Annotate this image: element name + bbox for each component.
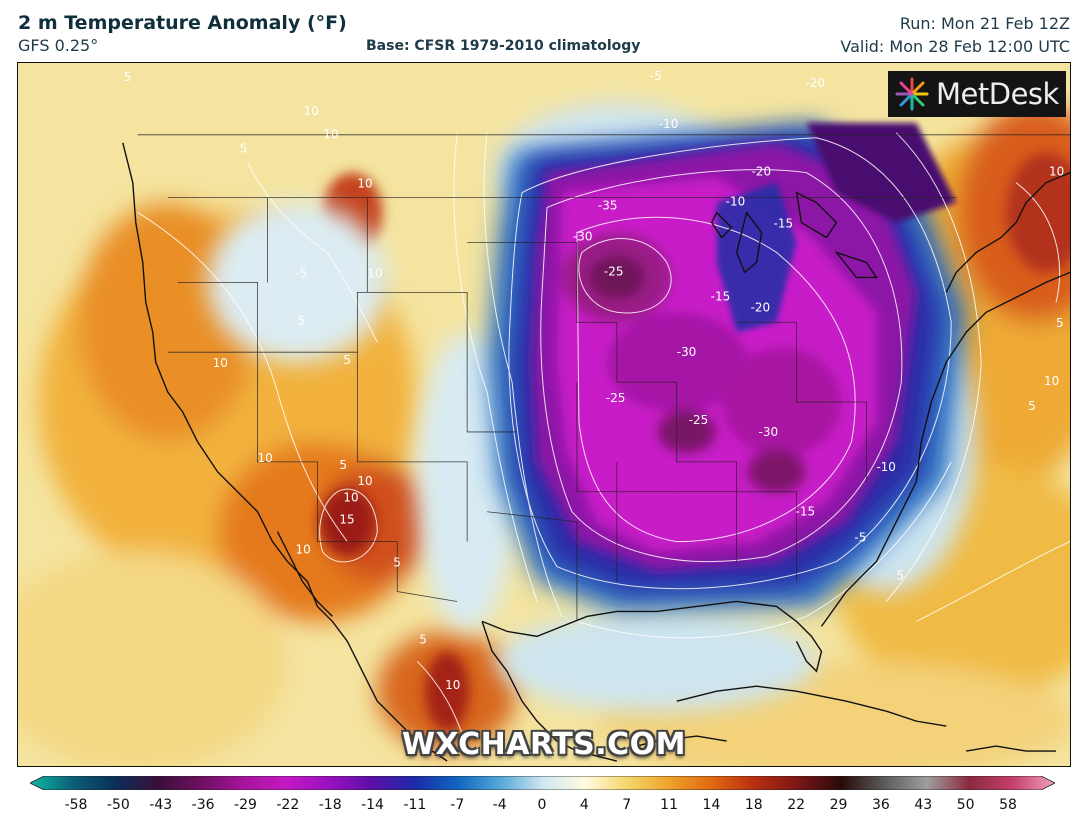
colorbar-tick-label: -29 xyxy=(234,797,257,813)
contour-label: 10 xyxy=(303,104,318,118)
colorbar-tick-label: -7 xyxy=(450,797,465,813)
contour-label: 5 xyxy=(393,556,401,570)
metdesk-starburst-icon xyxy=(895,77,929,111)
colorbar-scale xyxy=(30,776,1055,790)
contour-label: -15 xyxy=(711,289,731,303)
contour-label: -15 xyxy=(774,217,794,231)
contour-label: -5 xyxy=(854,531,866,545)
contour-label: 10 xyxy=(445,678,460,692)
contour-label: -20 xyxy=(751,300,771,314)
contour-label: 10 xyxy=(213,356,228,370)
contour-label: 5 xyxy=(1028,399,1036,413)
contour-label: 5 xyxy=(240,142,248,156)
anomaly-field: 5 10 10 10 5 -5 10 5 10 5 10 5 10 15 10 … xyxy=(18,63,1070,766)
contour-label: -25 xyxy=(606,391,626,405)
contour-label: 5 xyxy=(339,458,347,472)
wxcharts-watermark: WXCHARTS.COM xyxy=(401,727,687,762)
colorbar-tick-label: -4 xyxy=(492,797,507,813)
contour-label: 10 xyxy=(1044,374,1059,388)
colorbar-tick-label: 36 xyxy=(871,797,890,813)
contour-label: -20 xyxy=(752,165,772,179)
contour-label: -25 xyxy=(689,413,709,427)
contour-label: 10 xyxy=(295,543,310,557)
colorbar-body xyxy=(30,776,1055,790)
colorbar xyxy=(30,776,1055,790)
colorbar-tick-label: -18 xyxy=(318,797,342,813)
contour-label: -25 xyxy=(604,264,624,278)
colorbar-tick-label: 4 xyxy=(579,797,589,813)
contour-label: -30 xyxy=(759,425,779,439)
metdesk-logo-text: MetDesk xyxy=(936,77,1059,111)
contour-label: 5 xyxy=(343,353,351,367)
colorbar-tick-label: 0 xyxy=(537,797,547,813)
extreme-cold-core xyxy=(532,142,917,572)
climatology-base-label: Base: CFSR 1979-2010 climatology xyxy=(366,38,641,54)
colorbar-tick-label: -58 xyxy=(64,797,88,813)
colorbar-tick-label: -43 xyxy=(149,797,173,813)
contour-label: -10 xyxy=(659,117,679,131)
colorbar-tick-label: -14 xyxy=(361,797,384,813)
contour-label: 10 xyxy=(323,127,338,141)
run-time-label: Run: Mon 21 Feb 12Z xyxy=(899,14,1070,33)
colorbar-tick-label: 50 xyxy=(956,797,975,813)
contour-label-group: 5 10 10 10 5 -5 10 5 10 5 10 5 10 15 10 … xyxy=(124,69,1064,692)
contour-label: -10 xyxy=(876,460,896,474)
colorbar-tick-label: 11 xyxy=(660,797,678,813)
coastlines xyxy=(122,142,1070,762)
contour-label: -15 xyxy=(796,505,816,519)
contour-label: 10 xyxy=(1049,165,1064,179)
colorbar-tick-label: -50 xyxy=(106,797,130,813)
contour-label: 10 xyxy=(258,451,273,465)
contour-label: 5 xyxy=(1056,316,1064,330)
contour-label: -30 xyxy=(573,230,593,244)
contour-label: 5 xyxy=(896,569,904,583)
colorbar-ticks: -58 -50 -43 -36 -29 -22 -18 -14 -11 -7 -4 0 4 7 11 14 18… xyxy=(0,797,1088,817)
contour-label: 10 xyxy=(357,177,372,191)
colorbar-tick-label: -22 xyxy=(276,797,300,813)
metdesk-logo: MetDesk xyxy=(888,71,1066,117)
contour-label: -30 xyxy=(677,345,697,359)
contour-label: 10 xyxy=(367,266,382,280)
colorbar-tick-label: 43 xyxy=(914,797,933,813)
colorbar-tick-label: 18 xyxy=(744,797,763,813)
borders xyxy=(137,134,1070,622)
contour-label: 15 xyxy=(339,513,354,527)
contour-label: -5 xyxy=(295,266,307,280)
colorbar-tick-label: 22 xyxy=(787,797,806,813)
contour-label: -35 xyxy=(598,199,618,213)
contour-lines xyxy=(137,132,1070,752)
contour-label: -10 xyxy=(726,195,746,209)
contour-label: 10 xyxy=(357,474,372,488)
colorbar-tick-label: 58 xyxy=(999,797,1017,813)
colorbar-tick-label: -11 xyxy=(403,797,427,813)
contour-label: 5 xyxy=(124,70,132,84)
chart-title: 2 m Temperature Anomaly (°F) xyxy=(18,12,347,34)
colorbar-tick-label: 7 xyxy=(622,797,632,813)
colorbar-tick-label: -36 xyxy=(191,797,215,813)
contour-label: 10 xyxy=(343,491,358,505)
valid-time-label: Valid: Mon 28 Feb 12:00 UTC xyxy=(840,37,1070,56)
temperature-anomaly-map: 5 10 10 10 5 -5 10 5 10 5 10 5 10 15 10 … xyxy=(17,62,1071,767)
contour-label: 5 xyxy=(297,313,305,327)
contour-label: -20 xyxy=(806,76,826,90)
model-label: GFS 0.25° xyxy=(18,36,99,55)
colorbar-tick-label: 14 xyxy=(702,797,721,813)
colorbar-tick-label: 29 xyxy=(829,797,848,813)
contour-label: 5 xyxy=(419,632,427,646)
contour-label: -5 xyxy=(650,69,662,83)
